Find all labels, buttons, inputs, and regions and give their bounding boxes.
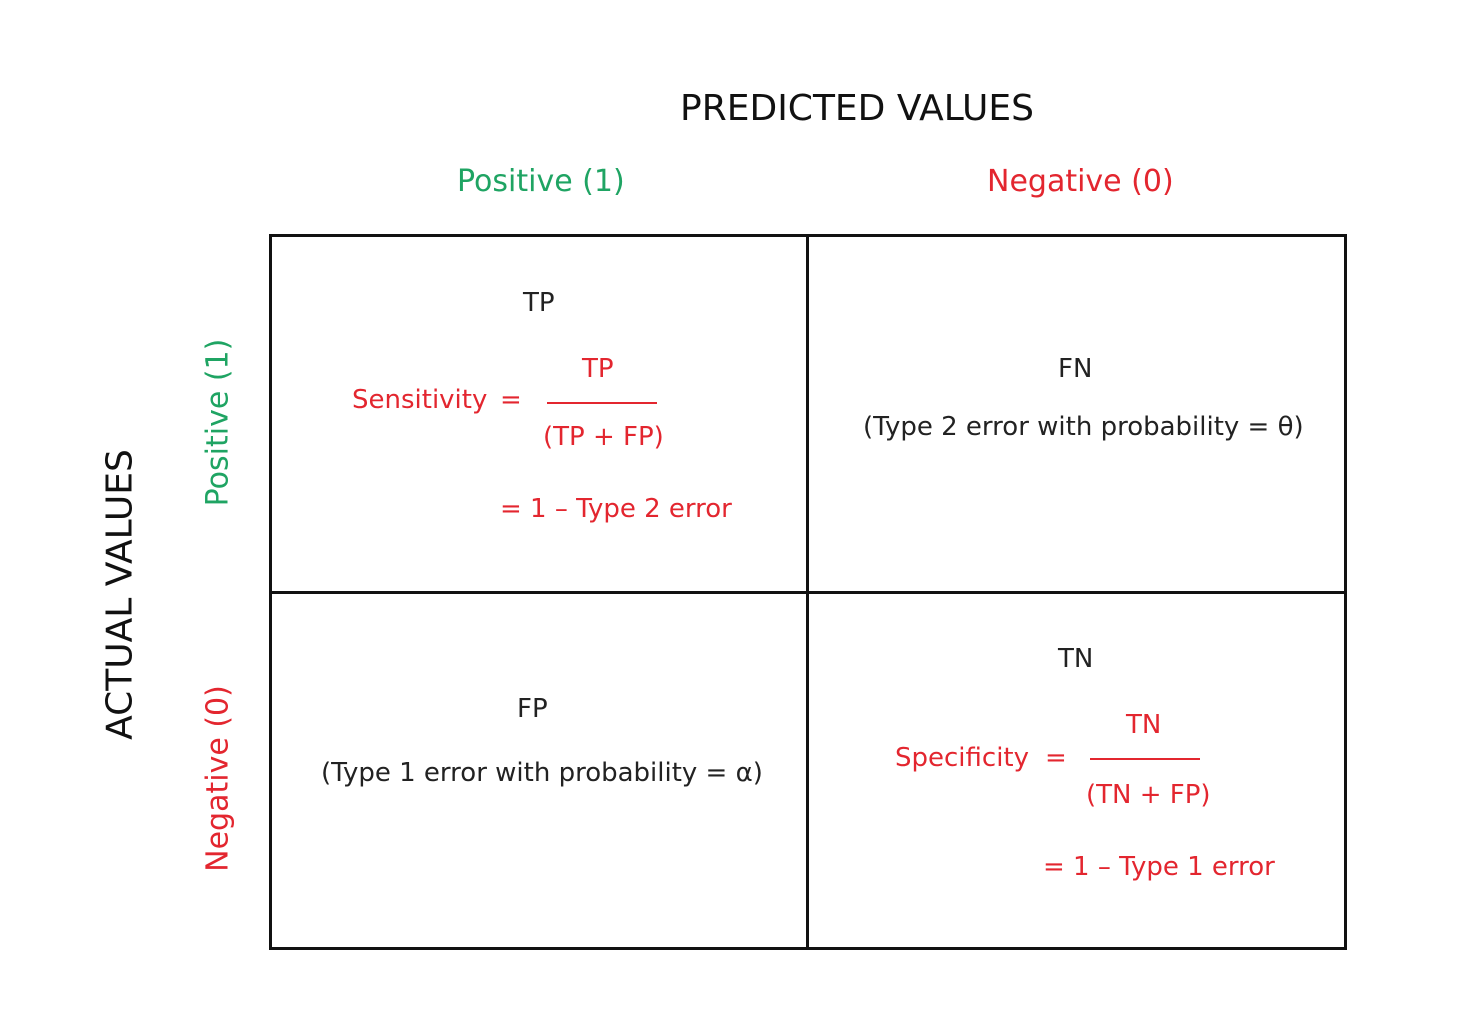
tn-label: TN (1058, 644, 1094, 674)
sensitivity-equals: = (500, 385, 522, 415)
specificity-fraction-bar (1090, 758, 1200, 760)
fn-label: FN (1058, 354, 1093, 384)
fp-label: FP (517, 694, 548, 724)
sensitivity-denominator: (TP + FP) (543, 422, 664, 452)
row-header-positive: Positive (1) (200, 338, 236, 507)
sensitivity-result: = 1 – Type 2 error (500, 494, 732, 524)
specificity-equals: = (1045, 743, 1067, 773)
sensitivity-numerator: TP (582, 354, 614, 384)
sensitivity-fraction-bar (547, 402, 657, 404)
row-header-negative: Negative (0) (200, 685, 236, 872)
actual-values-label: ACTUAL VALUES (99, 449, 141, 740)
specificity-numerator: TN (1126, 710, 1162, 740)
grid-horizontal-divider (269, 591, 1347, 594)
fp-note: (Type 1 error with probability = α) (321, 758, 763, 788)
fn-note: (Type 2 error with probability = θ) (863, 412, 1304, 442)
specificity-result: = 1 – Type 1 error (1043, 852, 1275, 882)
tp-label: TP (523, 288, 555, 318)
sensitivity-label: Sensitivity (352, 385, 488, 415)
specificity-denominator: (TN + FP) (1086, 780, 1211, 810)
column-header-negative: Negative (0) (987, 164, 1174, 199)
predicted-values-title: PREDICTED VALUES (680, 88, 1035, 129)
specificity-label: Specificity (895, 743, 1029, 773)
column-header-positive: Positive (1) (457, 164, 625, 199)
